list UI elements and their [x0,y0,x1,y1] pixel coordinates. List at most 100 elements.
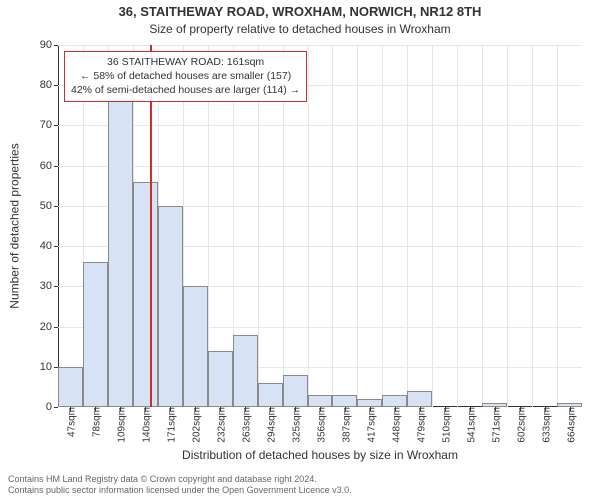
footer-line1: Contains HM Land Registry data © Crown c… [8,474,352,485]
x-tick-mark [470,407,471,411]
histogram-bar [233,335,258,407]
histogram-bar [283,375,308,407]
x-tick-mark [70,407,71,411]
x-tick-mark [570,407,571,411]
x-axis-label: Distribution of detached houses by size … [58,448,582,462]
gridline-v [532,45,533,407]
histogram-bar [407,391,432,407]
y-tick-label: 10 [23,361,58,373]
x-tick-label: 78sqm [88,407,103,437]
x-tick-label: 263sqm [238,407,253,443]
x-tick-mark [170,407,171,411]
histogram-bar [357,399,382,407]
y-tick-mark [54,407,58,408]
x-tick-mark [320,407,321,411]
x-tick-label: 633sqm [537,407,552,443]
x-tick-label: 602sqm [512,407,527,443]
x-tick-mark [245,407,246,411]
x-tick-label: 664sqm [562,407,577,443]
x-tick-mark [270,407,271,411]
y-tick-mark [54,286,58,287]
plot-area: 010203040506070809047sqm78sqm109sqm140sq… [58,45,582,407]
histogram-bar [208,351,233,407]
x-tick-label: 387sqm [337,407,352,443]
x-tick-mark [445,407,446,411]
gridline-v [432,45,433,407]
histogram-bar [108,85,133,407]
x-tick-mark [370,407,371,411]
histogram-bar [382,395,407,407]
x-tick-label: 294sqm [263,407,278,443]
gridline-v [407,45,408,407]
gridline-v [357,45,358,407]
x-tick-label: 232sqm [213,407,228,443]
x-tick-label: 510sqm [437,407,452,443]
x-tick-label: 356sqm [313,407,328,443]
x-tick-mark [295,407,296,411]
histogram-bar [482,403,507,407]
y-tick-mark [54,246,58,247]
x-tick-mark [95,407,96,411]
x-tick-mark [120,407,121,411]
x-tick-label: 202sqm [188,407,203,443]
gridline-v [457,45,458,407]
x-tick-label: 541sqm [462,407,477,443]
title-sub: Size of property relative to detached ho… [0,22,600,36]
histogram-bar [557,403,582,407]
y-tick-mark [54,206,58,207]
chart-container: 36, STAITHEWAY ROAD, WROXHAM, NORWICH, N… [0,0,600,500]
x-tick-mark [520,407,521,411]
footer-attribution: Contains HM Land Registry data © Crown c… [8,474,352,497]
gridline-v [557,45,558,407]
gridline-v [332,45,333,407]
x-tick-label: 47sqm [63,407,78,437]
x-tick-mark [545,407,546,411]
x-tick-label: 325sqm [288,407,303,443]
gridline-v [308,45,309,407]
y-tick-mark [54,85,58,86]
gridline-v [482,45,483,407]
y-axis-line [58,45,59,407]
histogram-bar [332,395,357,407]
x-tick-label: 171sqm [163,407,178,443]
info-line3: 42% of semi-detached houses are larger (… [71,83,300,97]
x-tick-mark [395,407,396,411]
y-tick-mark [54,45,58,46]
histogram-bar [183,286,208,407]
x-tick-label: 109sqm [113,407,128,443]
y-tick-label: 70 [23,119,58,131]
y-tick-label: 50 [23,200,58,212]
histogram-bar [258,383,283,407]
footer-line2: Contains public sector information licen… [8,485,352,496]
x-tick-mark [145,407,146,411]
x-tick-mark [195,407,196,411]
y-tick-label: 30 [23,280,58,292]
y-tick-label: 20 [23,321,58,333]
y-tick-mark [54,125,58,126]
histogram-bar [58,367,83,407]
info-box: 36 STAITHEWAY ROAD: 161sqm← 58% of detac… [64,51,307,102]
info-line1: 36 STAITHEWAY ROAD: 161sqm [71,55,300,69]
histogram-bar [308,395,333,407]
y-tick-mark [54,166,58,167]
x-tick-label: 448sqm [387,407,402,443]
y-tick-label: 0 [23,401,58,413]
gridline-v [382,45,383,407]
gridline-h [58,125,582,126]
histogram-bar [83,262,108,407]
x-tick-mark [345,407,346,411]
y-tick-label: 40 [23,240,58,252]
x-tick-mark [495,407,496,411]
x-tick-label: 479sqm [412,407,427,443]
x-tick-label: 571sqm [487,407,502,443]
gridline-v [507,45,508,407]
x-tick-label: 140sqm [138,407,153,443]
y-tick-label: 90 [23,39,58,51]
y-tick-label: 80 [23,79,58,91]
gridline-h [58,45,582,46]
title-main: 36, STAITHEWAY ROAD, WROXHAM, NORWICH, N… [0,4,600,19]
gridline-h [58,166,582,167]
x-tick-mark [420,407,421,411]
y-tick-mark [54,327,58,328]
y-axis-label: Number of detached properties [8,45,22,407]
